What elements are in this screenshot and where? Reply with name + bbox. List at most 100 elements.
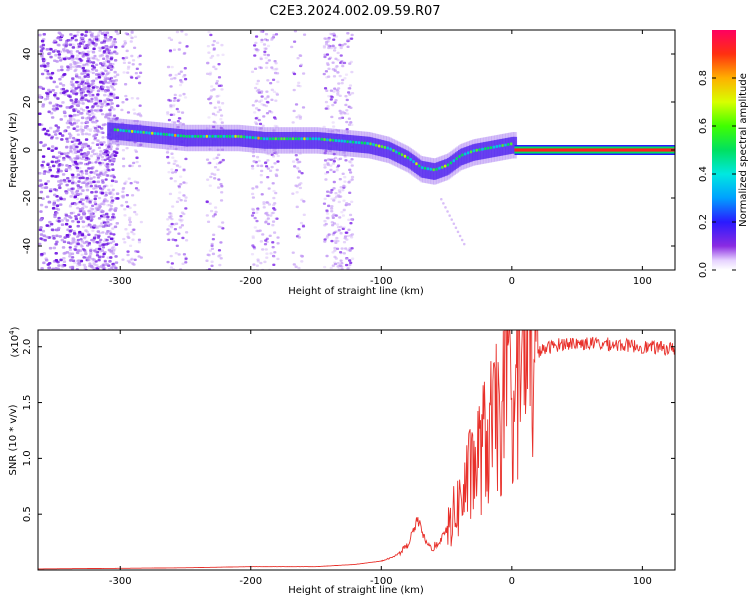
heatmap-noise-cell: [103, 78, 107, 82]
heatmap-ridge-band: [179, 129, 182, 146]
heatmap-ridge-band: [116, 123, 120, 141]
heatmap-noise-cell: [172, 113, 176, 116]
heatmap-noise-cell: [124, 200, 129, 204]
heatmap-ridge-halo: [381, 135, 384, 162]
heatmap-ridge-core: [182, 134, 186, 138]
heatmap-noise-cell: [57, 226, 61, 230]
heatmap-noise-cell: [50, 228, 55, 231]
heatmap-noise-cell: [85, 224, 89, 228]
heatmap-ridge-band: [315, 132, 319, 149]
heatmap-noise-cell: [206, 178, 210, 181]
heatmap-noise-cell: [121, 190, 125, 193]
snr-plot-area: [38, 330, 675, 570]
heatmap-noise-cell: [342, 61, 347, 65]
heatmap-noise-cell: [69, 211, 74, 215]
heatmap-noise-cell: [108, 159, 112, 163]
heatmap-noise-cell: [109, 207, 113, 211]
heatmap-noise-cell: [106, 204, 110, 207]
heatmap-ridge-band: [409, 152, 413, 170]
heatmap-noise-cell: [274, 99, 278, 102]
heatmap-noise-cell: [263, 242, 268, 246]
heatmap-noise-cell: [178, 41, 182, 45]
heatmap-noise-cell: [268, 234, 272, 238]
heatmap-noise-cell: [100, 112, 105, 116]
heatmap-noise-cell: [110, 158, 115, 162]
heatmap-noise-cell: [62, 240, 67, 244]
heatmap-noise-cell: [88, 94, 93, 98]
heatmap-noise-cell: [169, 215, 173, 218]
heatmap-noise-cell: [171, 205, 175, 208]
heatmap-noise-cell: [86, 166, 90, 170]
heatmap-noise-cell: [183, 96, 188, 99]
heatmap-noise-cell: [325, 209, 329, 212]
heatmap-ridge-halo: [240, 125, 243, 152]
heatmap-ridge-halo: [511, 132, 514, 159]
heatmap-ridge-halo: [434, 158, 438, 185]
heatmap-noise-cell: [123, 208, 127, 211]
heatmap-noise-cell: [347, 266, 351, 269]
heatmap-noise-cell: [56, 43, 60, 47]
heatmap-ridge-band: [360, 136, 364, 153]
heatmap-noise-cell: [86, 75, 91, 78]
heatmap-ridge-band: [511, 136, 514, 154]
heatmap-ridge-halo: [506, 132, 510, 160]
heatmap-noise-cell: [350, 218, 354, 221]
heatmap-noise-cell: [124, 56, 129, 59]
heatmap-ridge-band: [458, 149, 461, 167]
heatmap-ridge-halo: [111, 118, 115, 145]
colorbar-tick-label: 0.0: [698, 262, 709, 278]
heatmap-noise-cell: [69, 38, 73, 42]
heatmap-noise-cell: [264, 165, 269, 168]
heatmap-noise-cell: [59, 104, 63, 108]
heatmap-noise-cell: [78, 42, 83, 45]
heatmap-noise-cell: [106, 256, 110, 259]
heatmap-noise-cell: [84, 172, 89, 175]
heatmap-noise-cell: [126, 250, 130, 253]
heatmap-noise-cell: [105, 165, 110, 169]
heatmap-noise-cell: [302, 200, 306, 203]
heatmap-noise-cell: [101, 136, 105, 139]
heatmap-noise-cell: [80, 116, 85, 120]
heatmap-noise-cell: [48, 220, 52, 224]
heatmap-noise-cell: [173, 93, 177, 97]
heatmap-noise-cell: [53, 59, 57, 63]
heatmap-noise-cell: [343, 180, 347, 183]
heatmap-noise-cell: [337, 189, 342, 192]
heatmap-ridge-band: [299, 132, 303, 149]
heatmap-noise-cell: [67, 179, 71, 183]
heatmap-noise-cell: [60, 152, 64, 156]
heatmap-noise-cell: [85, 120, 89, 124]
heatmap-noise-cell: [131, 63, 135, 66]
heatmap-ridge-halo: [345, 129, 348, 157]
heatmap-ridge-core: [125, 129, 128, 133]
heatmap-ridge-halo: [248, 125, 251, 153]
heatmap-noise-cell: [270, 66, 274, 69]
heatmap-noise-cell: [43, 68, 48, 72]
heatmap-ridge-halo: [119, 118, 123, 146]
heatmap-ridge-band: [498, 139, 502, 156]
heatmap-ridge-band: [484, 141, 488, 159]
heatmap-noise-cell: [139, 71, 143, 75]
heatmap-noise-cell: [122, 237, 126, 241]
heatmap-noise-cell: [264, 220, 268, 224]
heatmap-noise-cell: [335, 223, 340, 226]
heatmap-noise-cell: [61, 87, 66, 91]
heatmap-noise-cell: [168, 212, 172, 215]
heatmap-noise-cell: [106, 116, 111, 120]
heatmap-ridge-halo: [207, 124, 211, 152]
heatmap-ridge-halo: [349, 130, 353, 157]
heatmap-ridge-halo: [376, 134, 380, 161]
heatmap-noise-cell: [325, 89, 329, 92]
heatmap-ridge-band: [166, 127, 170, 145]
heatmap-noise-cell: [84, 169, 89, 173]
heatmap-noise-cell: [337, 229, 341, 232]
heatmap-noise-cell: [345, 128, 349, 131]
heatmap-noise-cell: [93, 201, 97, 204]
heatmap-ridge-halo: [290, 127, 294, 154]
heatmap-noise-cell: [276, 257, 280, 261]
heatmap-noise-cell: [81, 225, 86, 229]
heatmap-noise-cell: [342, 252, 346, 255]
heatmap-noise-cell: [105, 238, 109, 242]
heatmap-ridge-band: [293, 132, 297, 149]
heatmap-ridge-halo: [481, 137, 485, 164]
